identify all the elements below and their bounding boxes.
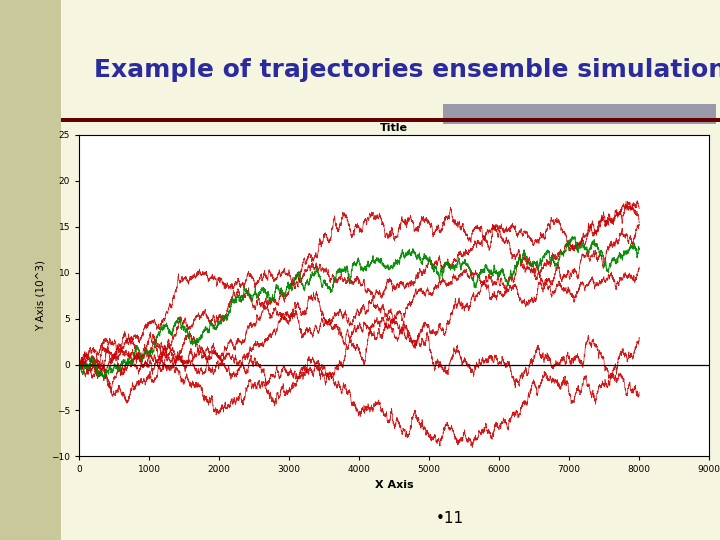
- X-axis label: X Axis: X Axis: [375, 480, 413, 490]
- Y-axis label: Y Axis (10^3): Y Axis (10^3): [35, 260, 45, 331]
- Text: Example of trajectories ensemble simulation: Example of trajectories ensemble simulat…: [94, 58, 720, 82]
- Text: •11: •11: [436, 511, 464, 526]
- Title: Title: Title: [380, 123, 408, 133]
